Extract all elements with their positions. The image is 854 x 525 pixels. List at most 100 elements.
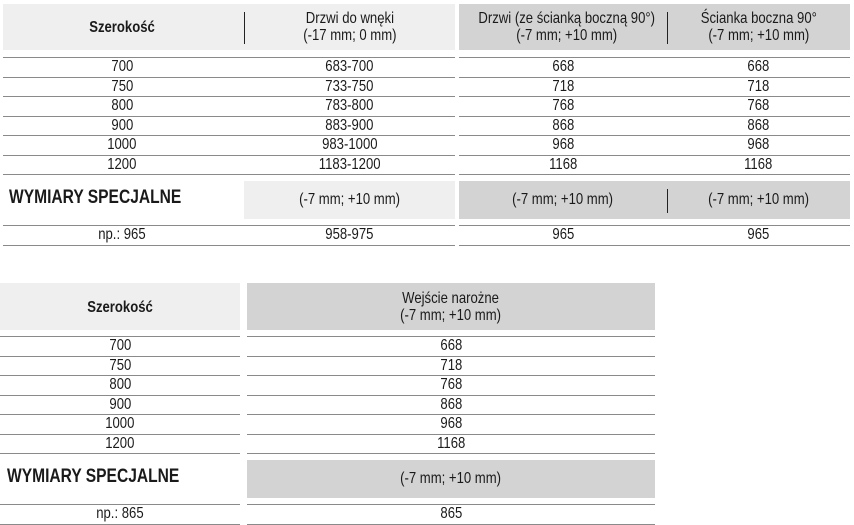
tolerance-value-text: (-7 mm; +10 mm) [708, 191, 809, 208]
dimension-value: 768 [459, 98, 667, 114]
width-value: 1200 [0, 155, 244, 173]
dimension-value-text: 968 [747, 136, 770, 153]
width-value-text: 800 [109, 376, 131, 393]
row-divider [459, 174, 850, 175]
dimension-value: 668 [459, 59, 667, 75]
tolerance-value-text: (-7 mm; +10 mm) [512, 191, 614, 208]
dimension-value-text: 868 [552, 116, 574, 134]
row-divider [0, 504, 240, 505]
example-value-text: 865 [440, 505, 462, 522]
example-value-text: 958-975 [325, 226, 374, 243]
width-value-text: 900 [111, 116, 133, 134]
example-value-text: 965 [552, 226, 574, 243]
width-value-text: 700 [111, 58, 133, 75]
dimension-value-text: 718 [440, 356, 462, 374]
dimension-value-text: 733-750 [325, 77, 374, 95]
row-divider [3, 96, 455, 97]
dimension-value-text: 718 [552, 77, 574, 95]
width-value: 800 [0, 98, 244, 114]
dimension-value-text: 718 [747, 77, 770, 95]
width-value-text: 750 [111, 77, 133, 95]
row-divider [459, 244, 850, 246]
width-value: 750 [0, 77, 244, 95]
tolerance-value-text: (-7 mm; +10 mm) [299, 191, 400, 208]
dimension-value-text: 768 [747, 97, 770, 114]
dimension-value: 718 [667, 77, 850, 95]
width-value-text: 700 [109, 337, 131, 354]
dimension-value-text: 783-800 [325, 97, 374, 114]
header-band [3, 4, 455, 50]
row-divider [3, 244, 455, 246]
dimension-value: 768 [667, 98, 850, 114]
row-divider [247, 336, 655, 337]
column-header: Drzwi do wnęki (-17 mm; 0 mm) [244, 10, 455, 44]
column-header-text: Drzwi (ze ścianką boczną 90°) (-7 mm; +1… [478, 10, 655, 44]
special-band [247, 460, 655, 498]
tolerance-value: (-7 mm; +10 mm) [247, 471, 655, 487]
width-value: 1200 [0, 434, 240, 452]
dimension-value: 683-700 [244, 59, 455, 75]
dimension-value-text: 868 [440, 395, 462, 413]
dimension-value-text: 1168 [548, 155, 578, 173]
row-divider [0, 375, 240, 376]
dimension-value: 868 [667, 117, 850, 134]
width-value-text: 1000 [107, 136, 137, 153]
dimension-value: 783-800 [244, 98, 455, 114]
width-value: 700 [0, 338, 240, 354]
width-value-text: 1000 [105, 415, 135, 432]
example-value: 965 [667, 227, 850, 243]
row-divider [459, 76, 850, 78]
row-divider [459, 115, 850, 117]
dimension-value: 968 [459, 137, 667, 153]
width-value: 800 [0, 377, 240, 393]
special-band [244, 181, 455, 219]
row-divider [0, 394, 240, 396]
column-header: Drzwi (ze ścianką boczną 90°) (-7 mm; +1… [459, 10, 667, 44]
dimension-value-text: 1183-1200 [318, 155, 381, 173]
dimension-value: 1168 [459, 155, 667, 173]
dimension-value: 868 [247, 395, 655, 413]
row-divider [3, 76, 455, 78]
dimension-value-text: 668 [552, 58, 574, 75]
row-divider [3, 225, 455, 226]
header-band [247, 283, 655, 330]
tolerance-value: (-7 mm; +10 mm) [459, 192, 667, 208]
column-header: Wejście narożne (-7 mm; +10 mm) [247, 290, 655, 324]
column-header-text: Szerokość [89, 19, 155, 36]
dimension-value: 668 [247, 338, 655, 354]
width-value-text: 900 [109, 395, 131, 413]
dimension-value-text: 768 [552, 97, 574, 114]
dimension-value-text: 968 [440, 415, 462, 432]
column-header-text: Ścianka boczna 90° (-7 mm; +10 mm) [700, 10, 817, 44]
dimension-value: 968 [247, 416, 655, 432]
example-value: np.: 965 [0, 227, 244, 243]
dimension-value: 668 [667, 59, 850, 75]
row-divider [459, 225, 850, 226]
example-value: 958-975 [244, 227, 455, 243]
row-divider [247, 433, 655, 435]
width-value-text: 1200 [107, 155, 137, 173]
example-value-text: np.: 865 [96, 505, 144, 522]
row-divider [459, 57, 850, 58]
row-divider [0, 453, 240, 454]
row-divider [3, 115, 455, 117]
special-dimensions-label-text: WYMIARY SPECJALNE [7, 466, 180, 487]
special-dimensions-label: WYMIARY SPECJALNE [7, 466, 217, 487]
width-value-text: 1200 [105, 434, 135, 452]
row-divider [0, 433, 240, 435]
row-divider [3, 135, 455, 136]
row-divider [247, 453, 655, 454]
dimension-value-text: 1168 [744, 155, 773, 173]
special-divider [667, 189, 668, 213]
width-value: 1000 [0, 416, 240, 432]
dimension-value: 1168 [247, 435, 655, 452]
dimension-value: 718 [459, 77, 667, 95]
special-dimensions-label-text: WYMIARY SPECJALNE [9, 187, 182, 208]
row-divider [3, 57, 455, 58]
row-divider [247, 355, 655, 357]
width-value: 700 [0, 59, 244, 75]
row-divider [459, 135, 850, 136]
dimension-value-text: 968 [552, 136, 574, 153]
header-divider [244, 12, 245, 44]
example-value: 965 [459, 227, 667, 243]
